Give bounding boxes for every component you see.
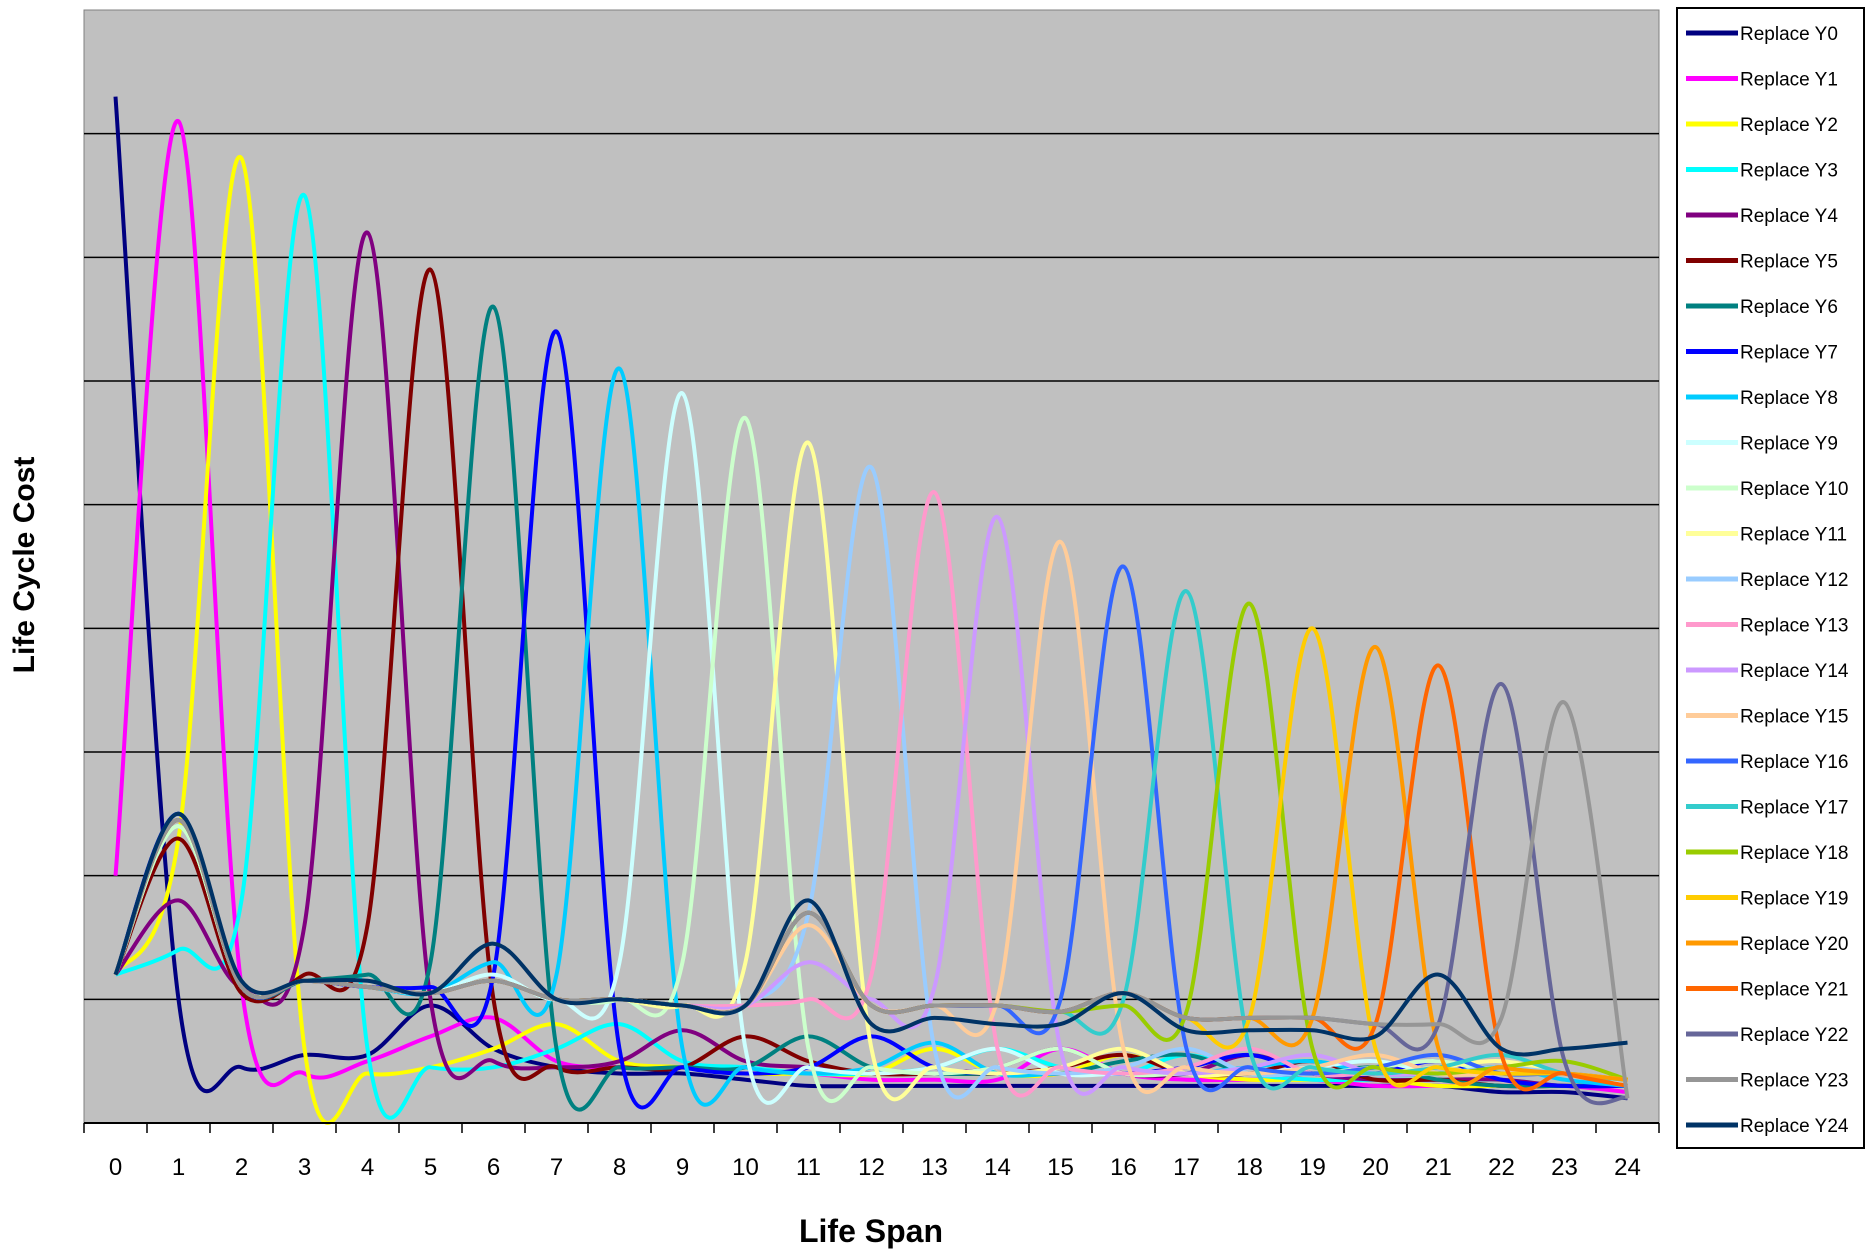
legend-label: Replace Y13 — [1740, 616, 1848, 637]
legend-label: Replace Y2 — [1740, 115, 1838, 136]
legend-label: Replace Y19 — [1740, 889, 1848, 910]
series-line-replace-y23 — [113, 700, 1630, 1099]
x-tick-label: 22 — [1488, 1154, 1515, 1181]
legend-label: Replace Y8 — [1740, 388, 1838, 409]
legend-label: Replace Y17 — [1740, 798, 1848, 819]
x-tick-label: 10 — [732, 1154, 759, 1181]
legend-label: Replace Y16 — [1740, 752, 1848, 773]
x-tick-label: 4 — [361, 1154, 374, 1181]
x-tick-label: 3 — [298, 1154, 311, 1181]
legend-label: Replace Y21 — [1740, 980, 1848, 1001]
legend-label: Replace Y24 — [1740, 1116, 1849, 1137]
legend-label: Replace Y7 — [1740, 343, 1838, 364]
legend-label: Replace Y11 — [1740, 525, 1847, 546]
legend-label: Replace Y22 — [1740, 1025, 1848, 1046]
legend-label: Replace Y14 — [1740, 661, 1849, 682]
series-line-replace-y3 — [114, 193, 1628, 1120]
x-axis-ticks: 0 1 2 3 4 5 6 7 8 9 10 11 12 13 14 15 16 17 18 19 20 21 22 23 24 — [83, 1123, 1660, 1181]
x-tick-label: 24 — [1614, 1154, 1641, 1181]
x-tick-label: 8 — [613, 1154, 626, 1181]
series-line-replace-y24 — [113, 811, 1628, 1057]
x-tick-label: 11 — [796, 1154, 821, 1181]
x-tick-label: 13 — [921, 1154, 948, 1181]
legend-label: Replace Y23 — [1740, 1071, 1848, 1092]
legend-label: Replace Y4 — [1740, 206, 1838, 227]
x-tick-label: 2 — [235, 1154, 248, 1181]
y-axis-title: Life Cycle Cost — [8, 457, 41, 674]
legend-label: Replace Y15 — [1740, 707, 1848, 728]
x-tick-label: 18 — [1236, 1154, 1263, 1181]
x-tick-label: 1 — [172, 1154, 185, 1181]
legend-label: Replace Y6 — [1740, 297, 1838, 318]
plot-area — [83, 9, 1660, 1124]
x-tick-label: 19 — [1299, 1154, 1326, 1181]
x-tick-label: 23 — [1551, 1154, 1578, 1181]
legend-label: Replace Y3 — [1740, 161, 1838, 182]
x-tick-label: 21 — [1425, 1154, 1452, 1181]
x-tick-label: 9 — [676, 1154, 689, 1181]
legend-label: Replace Y10 — [1740, 479, 1848, 500]
legend-label: Replace Y18 — [1740, 843, 1848, 864]
legend-label: Replace Y0 — [1740, 24, 1838, 45]
legend-label: Replace Y5 — [1740, 252, 1838, 273]
series-lines — [113, 96, 1630, 1125]
x-tick-label: 17 — [1173, 1154, 1200, 1181]
legend: Replace Y0 Replace Y1 Replace Y2 Replace Y3… — [1686, 24, 1849, 1137]
legend-label: Replace Y1 — [1740, 70, 1838, 91]
x-tick-label: 14 — [984, 1154, 1011, 1181]
x-axis-title: Life Span — [799, 1213, 943, 1249]
legend-label: Replace Y9 — [1740, 434, 1838, 455]
x-tick-label: 6 — [487, 1154, 500, 1181]
x-tick-label: 15 — [1047, 1154, 1074, 1181]
x-tick-label: 12 — [858, 1154, 885, 1181]
legend-label: Replace Y20 — [1740, 934, 1848, 955]
x-tick-label: 20 — [1362, 1154, 1389, 1181]
x-tick-label: 7 — [550, 1154, 563, 1181]
legend-label: Replace Y12 — [1740, 570, 1848, 591]
x-tick-label: 5 — [424, 1154, 437, 1181]
x-tick-label: 0 — [109, 1154, 122, 1181]
x-tick-label: 16 — [1110, 1154, 1137, 1181]
